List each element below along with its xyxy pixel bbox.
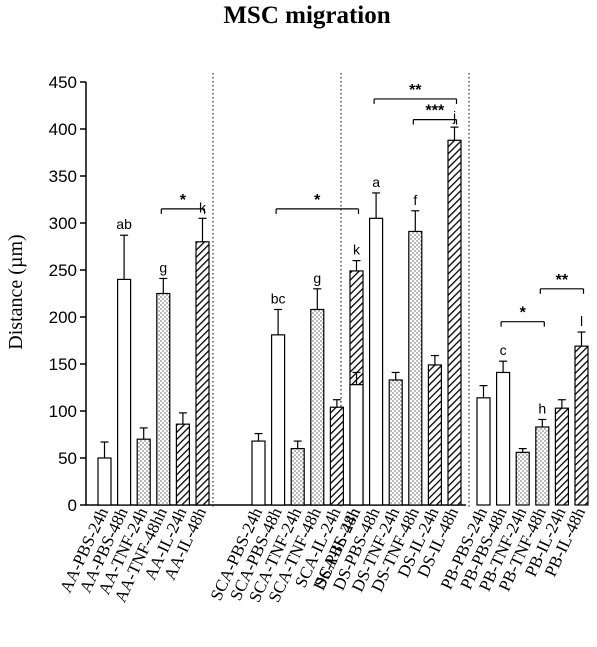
group-letter: a — [372, 174, 380, 190]
bar — [535, 426, 550, 506]
significance-label: * — [314, 192, 321, 209]
bar — [388, 379, 403, 506]
significance-label: ** — [409, 82, 422, 99]
group-dividers — [212, 73, 470, 507]
y-tick-label: 300 — [49, 214, 77, 233]
significance-label: * — [180, 192, 187, 209]
y-tick-label: 200 — [49, 308, 77, 327]
y-tick-label: 150 — [49, 355, 77, 374]
bar — [369, 217, 384, 506]
bar — [554, 407, 570, 506]
group-letter: k — [199, 199, 207, 215]
bar — [136, 438, 151, 506]
x-tick-labels: AA-PBS-24hAA-PBS-48hAA-TNF-24hAA-TNF-48h… — [56, 504, 589, 605]
significance-label: ** — [556, 272, 569, 289]
bar — [515, 451, 530, 506]
y-tick-label: 0 — [68, 496, 77, 515]
significance-label: *** — [426, 103, 445, 120]
y-tick-label: 100 — [49, 402, 77, 421]
bar — [195, 241, 210, 506]
bar — [496, 371, 511, 506]
bar — [310, 308, 325, 506]
group-letter: c — [500, 342, 507, 358]
y-tick-label: 450 — [49, 73, 77, 92]
bar — [271, 334, 286, 506]
y-tick-label: 350 — [49, 167, 77, 186]
bar — [290, 448, 305, 506]
bar — [116, 278, 132, 506]
group-letter: ab — [116, 216, 132, 232]
bar — [427, 364, 442, 506]
bar — [156, 292, 171, 506]
bars-layer — [97, 126, 589, 506]
bar — [574, 345, 589, 506]
group-letter: g — [313, 270, 321, 286]
y-tick-label: 50 — [58, 449, 77, 468]
bar — [329, 406, 344, 506]
y-tick-label: 400 — [49, 120, 77, 139]
bar — [408, 230, 423, 506]
group-letter: j — [452, 108, 456, 124]
bar — [97, 457, 112, 506]
bar — [349, 384, 364, 506]
group-letter: f — [413, 192, 417, 208]
y-axis-label: Distance (µm) — [5, 234, 27, 349]
chart-title: MSC migration — [223, 2, 390, 29]
y-tick-label: 250 — [49, 261, 77, 280]
significance-label: * — [520, 305, 527, 322]
group-letter: l — [580, 313, 583, 329]
group-letter: h — [538, 400, 546, 416]
group-letter: k — [353, 242, 361, 258]
bar — [175, 423, 190, 506]
group-letter: g — [159, 259, 167, 275]
group-letter: bc — [271, 290, 286, 306]
bar — [251, 440, 266, 506]
bar — [476, 397, 491, 506]
bar — [447, 139, 462, 506]
